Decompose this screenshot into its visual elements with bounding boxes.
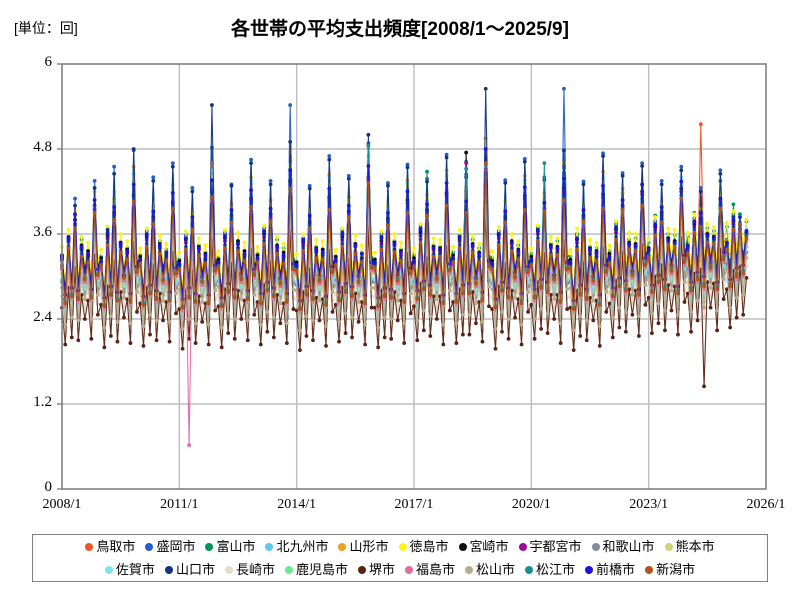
legend-item[interactable]: 前橋市 — [585, 563, 635, 576]
legend-label: 長崎市 — [235, 562, 275, 577]
legend-item[interactable]: 富山市 — [205, 540, 255, 553]
legend-label: 堺市 — [368, 562, 395, 577]
y-axis-tick-label: 2.4 — [33, 309, 52, 325]
legend-item[interactable]: 鳥取市 — [85, 540, 135, 553]
legend-marker-icon — [664, 542, 673, 551]
unit-label: [単位：回] — [14, 20, 78, 36]
legend-item[interactable]: 山口市 — [164, 562, 215, 577]
legend-item[interactable]: 松山市 — [465, 563, 515, 576]
legend-label: 和歌山市 — [602, 539, 655, 554]
legend-item[interactable]: 徳島市 — [398, 539, 449, 554]
legend-label: 宇都宮市 — [529, 539, 582, 554]
legend-row: 鳥取市 盛岡市 富山市 北九州市 山形市 徳島市 宮崎市 宇都宮市 和歌山市 熊本市 — [33, 535, 767, 558]
legend-label: 佐賀市 — [115, 562, 155, 577]
series-line — [60, 161, 749, 311]
x-axis-tick-label: 2023/1 — [629, 497, 669, 512]
y-axis-tick-label: 4.8 — [33, 139, 52, 155]
legend-marker-icon — [525, 565, 534, 574]
x-axis-tick-label: 2014/1 — [277, 497, 317, 512]
legend-item[interactable]: 宇都宮市 — [518, 539, 582, 554]
legend-marker-icon — [85, 542, 94, 551]
x-axis-tick-label: 2011/1 — [160, 497, 199, 512]
legend-marker-icon — [145, 542, 154, 551]
legend-item[interactable]: 和歌山市 — [591, 539, 655, 554]
legend-marker-icon — [645, 565, 654, 574]
legend-marker-icon — [405, 565, 413, 574]
legend-marker-icon — [585, 565, 594, 574]
legend-label: 松山市 — [476, 562, 516, 577]
legend-label: 熊本市 — [675, 539, 715, 554]
legend-row: 佐賀市 山口市 長崎市 鹿児島市 堺市 福島市 松山市 松江市 前橋市 新潟市 — [33, 558, 767, 581]
legend-label: 前橋市 — [596, 562, 636, 577]
legend-item[interactable]: 盛岡市 — [145, 540, 195, 553]
legend-label: 山口市 — [175, 562, 215, 577]
y-axis-tick-label: 0 — [44, 479, 53, 495]
legend-item[interactable]: 北九州市 — [265, 540, 328, 553]
legend-marker-icon — [104, 565, 113, 574]
legend-item[interactable]: 佐賀市 — [104, 562, 155, 577]
legend-marker-icon — [338, 542, 347, 551]
x-axis-tick-label: 2026/1 — [746, 497, 786, 512]
legend-item[interactable]: 松江市 — [525, 563, 575, 576]
legend-item[interactable]: 新潟市 — [645, 563, 695, 576]
legend: 鳥取市 盛岡市 富山市 北九州市 山形市 徳島市 宮崎市 宇都宮市 和歌山市 熊本市 佐賀市 山口市… — [32, 534, 768, 582]
legend-item[interactable]: 山形市 — [338, 539, 389, 554]
legend-label: 鹿児島市 — [295, 562, 348, 577]
legend-marker-icon — [224, 565, 233, 574]
legend-label: 北九州市 — [276, 539, 329, 554]
legend-item[interactable]: 鹿児島市 — [284, 562, 348, 577]
legend-marker-icon — [205, 542, 214, 551]
legend-marker-icon — [284, 565, 293, 574]
chart-title: 各世帯の平均支出頻度[2008/1～2025/9] — [231, 19, 569, 40]
legend-item[interactable]: 宮崎市 — [458, 539, 509, 554]
legend-marker-icon — [591, 542, 600, 551]
legend-marker-icon — [398, 542, 407, 551]
legend-item[interactable]: 熊本市 — [664, 539, 715, 554]
legend-item[interactable]: 長崎市 — [224, 562, 275, 577]
legend-label: 鳥取市 — [96, 539, 136, 554]
x-axis-tick-label: 2008/1 — [42, 497, 82, 512]
legend-label: 松江市 — [536, 562, 576, 577]
legend-marker-icon — [357, 565, 366, 574]
legend-item[interactable]: 福島市 — [405, 563, 455, 576]
y-axis-tick-label: 6 — [44, 54, 53, 70]
legend-item[interactable]: 堺市 — [357, 562, 395, 577]
legend-label: 徳島市 — [409, 539, 449, 554]
legend-label: 福島市 — [416, 562, 456, 577]
legend-label: 宮崎市 — [469, 539, 509, 554]
y-axis-tick-label: 3.6 — [33, 224, 52, 240]
legend-marker-icon — [164, 565, 173, 574]
y-axis-tick-label: 1.2 — [33, 394, 52, 410]
legend-marker-icon — [518, 542, 527, 551]
x-axis-tick-label: 2020/1 — [511, 497, 551, 512]
legend-label: 山形市 — [349, 539, 389, 554]
x-axis-tick-label: 2017/1 — [394, 497, 434, 512]
legend-marker-icon — [458, 542, 467, 551]
legend-label: 新潟市 — [656, 562, 696, 577]
legend-label: 盛岡市 — [156, 539, 196, 554]
legend-label: 富山市 — [216, 539, 256, 554]
legend-marker-icon — [265, 542, 274, 551]
legend-marker-icon — [465, 565, 474, 574]
